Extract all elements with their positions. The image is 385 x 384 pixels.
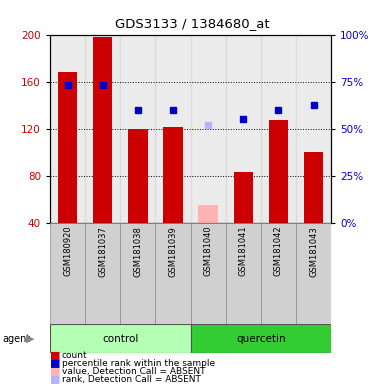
Text: GSM181041: GSM181041 [239,226,248,276]
Bar [156,223,191,324]
Bar [199,205,218,223]
Bar [261,223,296,324]
Text: agent: agent [2,334,30,344]
Bar [269,121,288,223]
Text: GSM181043: GSM181043 [309,226,318,276]
Bar [128,129,147,223]
Text: GSM180920: GSM180920 [63,226,72,276]
Bar [191,223,226,324]
Bar [234,172,253,223]
Bar [226,35,261,223]
Bar [93,37,112,223]
Bar [50,35,85,223]
Text: GSM181039: GSM181039 [169,226,177,276]
Bar [121,223,156,324]
Bar [156,35,191,223]
Text: ■: ■ [50,366,60,376]
Text: GSM181038: GSM181038 [133,226,142,276]
Text: GDS3133 / 1384680_at: GDS3133 / 1384680_at [115,17,270,30]
Bar [85,35,120,223]
Text: ▶: ▶ [26,334,35,344]
Bar [50,324,191,353]
Text: value, Detection Call = ABSENT: value, Detection Call = ABSENT [62,367,205,376]
Text: quercetin: quercetin [236,334,286,344]
Bar [58,72,77,223]
Bar [50,223,85,324]
Bar [191,324,331,353]
Text: control: control [102,334,139,344]
Text: count: count [62,351,87,360]
Bar [296,223,331,324]
Text: percentile rank within the sample: percentile rank within the sample [62,359,215,368]
Bar [121,35,156,223]
Text: ■: ■ [50,350,60,360]
Text: GSM181037: GSM181037 [98,226,107,276]
Bar [191,35,226,223]
Text: ■: ■ [50,358,60,368]
Text: rank, Detection Call = ABSENT: rank, Detection Call = ABSENT [62,375,201,384]
Bar [304,152,323,223]
Bar [226,223,261,324]
Text: GSM181042: GSM181042 [274,226,283,276]
Text: ■: ■ [50,374,60,384]
Text: GSM181040: GSM181040 [204,226,213,276]
Bar [296,35,331,223]
Bar [163,127,182,223]
Bar [85,223,120,324]
Bar [261,35,296,223]
